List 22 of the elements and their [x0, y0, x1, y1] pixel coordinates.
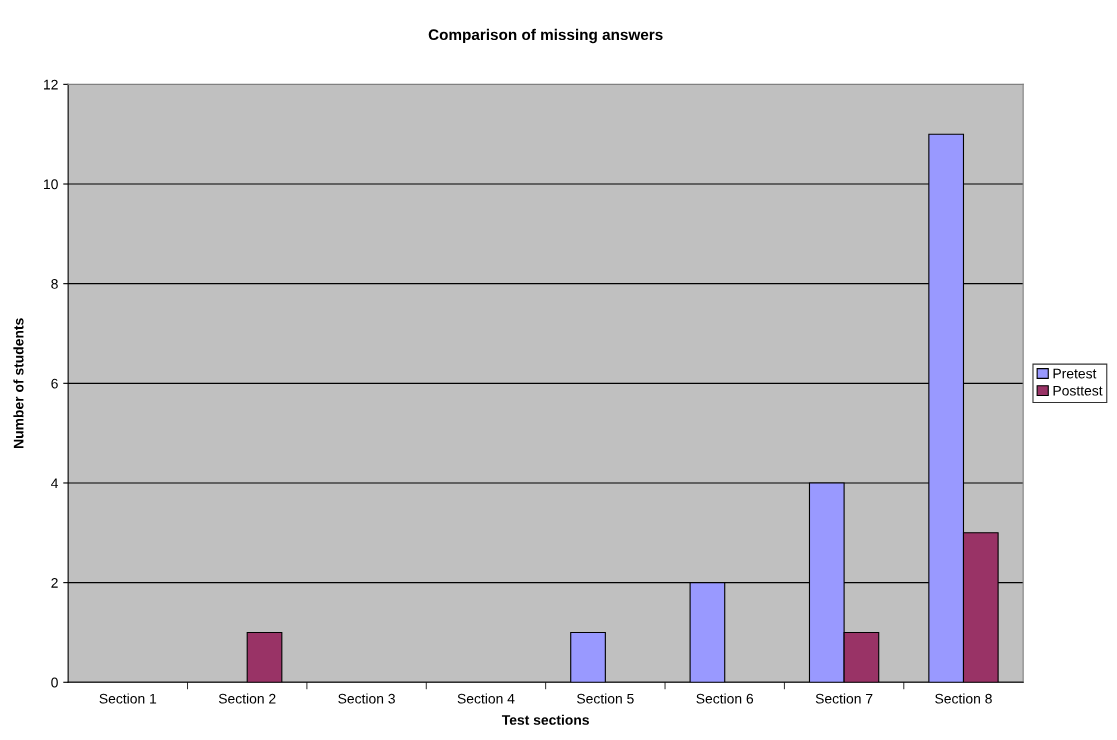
x-axis-title: Test sections [501, 714, 589, 725]
chart-title: Comparison of missing answers [428, 28, 663, 44]
y-tick-label: 10 [44, 179, 58, 190]
y-axis-title: Number of students [13, 318, 24, 448]
x-tick-label: Section 5 [577, 693, 634, 704]
y-tick-label: 4 [51, 478, 59, 489]
x-tick-label: Section 2 [218, 693, 276, 704]
x-tick-label: Section 8 [935, 693, 992, 704]
y-tick-label: 12 [44, 79, 58, 90]
bar [570, 631, 606, 683]
x-tick-label: Section 3 [338, 693, 395, 704]
x-tick-label: Section 4 [457, 693, 515, 704]
legend-label: Posttest [1053, 385, 1103, 396]
y-tick-label: 2 [51, 577, 58, 588]
x-tick-label: Section 1 [99, 693, 157, 704]
bar [246, 631, 283, 683]
legend-label: Pretest [1053, 368, 1097, 379]
y-tick-label: 8 [51, 279, 58, 289]
x-tick-label: Section 7 [815, 693, 873, 704]
x-tick-label: Section 6 [696, 693, 754, 704]
y-tick-label: 0 [51, 677, 58, 688]
y-tick-label: 6 [51, 378, 58, 389]
